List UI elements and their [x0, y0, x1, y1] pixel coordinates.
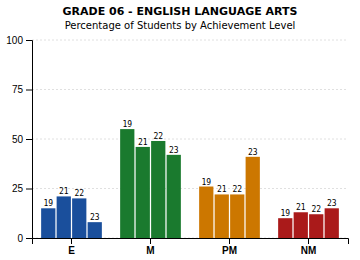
bar	[57, 196, 71, 238]
bar	[278, 218, 292, 238]
bar-labels: 19 19 19 19 21 21 21 21 22 22 22 22 23 23 23 23	[43, 120, 336, 222]
bar-label: 23	[90, 213, 100, 222]
bar-label: 19	[43, 199, 53, 208]
tick: 100	[6, 35, 32, 46]
tick-label: M	[146, 245, 154, 256]
axis-line	[26, 41, 33, 239]
bar	[120, 129, 134, 238]
tick-label: 25	[12, 183, 24, 194]
bar	[88, 222, 102, 238]
tick: E	[68, 238, 75, 256]
tick-label: E	[68, 245, 75, 256]
tick: 25	[12, 183, 32, 194]
tick-label: 50	[12, 134, 24, 145]
grid-line	[32, 139, 348, 140]
bar-label: 21	[138, 138, 148, 147]
bar-label: 21	[296, 203, 306, 212]
grid-line	[32, 40, 348, 41]
tick-mark	[26, 238, 32, 239]
bar-label: 23	[327, 199, 337, 208]
tick-mark	[71, 238, 72, 244]
tick-label: 0	[17, 233, 23, 244]
tick: 75	[12, 84, 32, 95]
bar-label: 22	[232, 185, 242, 194]
tick-label: NM	[301, 245, 317, 256]
x-axis: E M PM NM	[33, 238, 349, 256]
tick-mark	[26, 40, 32, 41]
bars	[41, 129, 339, 238]
bar-label: 22	[153, 132, 163, 141]
tick-mark	[26, 90, 32, 91]
bar	[199, 187, 213, 238]
bar-label: 21	[217, 185, 227, 194]
bar	[136, 147, 150, 238]
tick-label: PM	[222, 245, 237, 256]
bar	[151, 141, 165, 238]
tick-mark	[229, 238, 230, 244]
bar	[72, 198, 86, 238]
y-axis: 0 25 50 75 100	[6, 35, 32, 244]
bar	[325, 208, 339, 238]
bar-label: 22	[74, 189, 84, 198]
bar-label: 19	[201, 178, 211, 187]
tick: M	[146, 238, 154, 256]
plot: 19 19 19 19 21 21 21 21 22 22 22 22 23 23 23 23 E M PM NM 0 2…	[6, 35, 348, 256]
tick-mark	[26, 189, 32, 190]
tick: PM	[222, 238, 237, 256]
tick-mark	[26, 139, 32, 140]
bar	[246, 157, 260, 238]
grid-line	[32, 89, 348, 90]
subtitle: Percentage of Students by Achievement Le…	[65, 20, 296, 31]
bar	[215, 194, 229, 238]
bar-label: 23	[169, 146, 179, 155]
axis-line	[33, 239, 349, 245]
tick-label: 75	[12, 84, 24, 95]
bar	[294, 212, 308, 238]
chart: 19 19 19 19 21 21 21 21 22 22 22 22 23 23 23 23 E M PM NM 0 2…	[0, 0, 360, 260]
bar-label: 21	[59, 187, 69, 196]
tick-label: 100	[6, 35, 23, 46]
tick-mark	[150, 238, 151, 244]
bar-label: 19	[280, 209, 290, 218]
bar	[167, 155, 181, 238]
bar-label: 22	[311, 205, 321, 214]
bar	[230, 194, 244, 238]
grid	[32, 40, 348, 238]
title: GRADE 06 - ENGLISH LANGUAGE ARTS	[63, 5, 298, 18]
bar-label: 19	[122, 120, 132, 129]
tick: NM	[301, 238, 317, 256]
bar	[309, 214, 323, 238]
tick: 50	[12, 134, 32, 145]
tick: 0	[17, 233, 32, 244]
tick-mark	[308, 238, 309, 244]
bar-label: 23	[248, 148, 258, 157]
bar	[41, 208, 55, 238]
